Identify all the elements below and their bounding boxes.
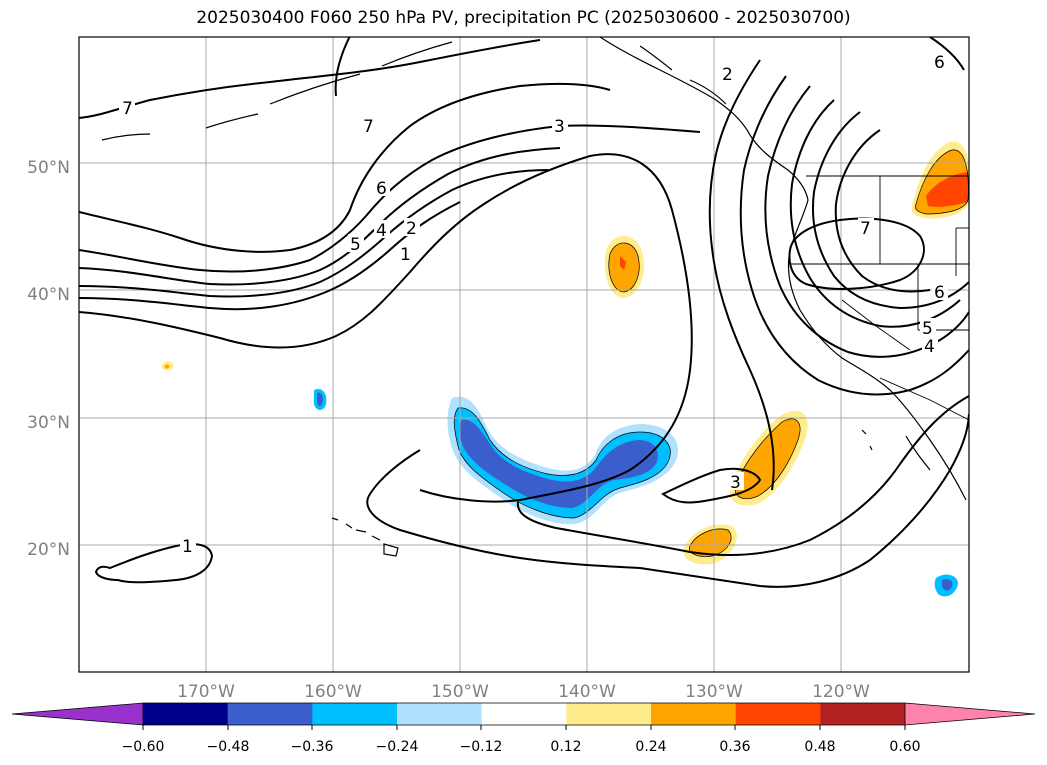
contour-label: 6 xyxy=(934,283,945,303)
lon-label-160w: 160°W xyxy=(304,682,362,702)
colorbar-extend-low xyxy=(12,703,143,725)
contour-label: 1 xyxy=(182,537,193,557)
colorbar-ticks xyxy=(142,725,906,730)
colorbar-tick-label: −0.12 xyxy=(460,739,503,755)
latitude-labels: 20°N 30°N 40°N 50°N xyxy=(27,158,70,560)
colorbar-tick-label: −0.48 xyxy=(207,739,250,755)
colorbar-tick-label: 0.36 xyxy=(719,739,750,755)
colorbar-tick-labels: −0.60 −0.48 −0.36 −0.24 −0.12 0.12 0.24 … xyxy=(122,739,921,755)
lon-label-130w: 130°W xyxy=(685,682,743,702)
colorbar-segment xyxy=(651,703,737,725)
lat-label-20n: 20°N xyxy=(27,540,70,560)
lon-label-120w: 120°W xyxy=(812,682,870,702)
colorbar-segment xyxy=(481,703,567,725)
lon-label-170w: 170°W xyxy=(177,682,235,702)
lat-label-50n: 50°N xyxy=(27,158,70,178)
contour-label: 3 xyxy=(554,117,565,137)
longitude-labels: 170°W 160°W 150°W 140°W 130°W 120°W xyxy=(177,682,870,702)
contour-label: 6 xyxy=(376,179,387,199)
contour-label: 1 xyxy=(400,245,411,265)
map-background xyxy=(79,37,969,672)
contour-label: 5 xyxy=(350,235,361,255)
colorbar-tick-label: 0.24 xyxy=(635,739,666,755)
precip-outlines xyxy=(453,149,969,557)
contour-label: 7 xyxy=(363,117,374,137)
colorbar-tick-label: −0.24 xyxy=(376,739,419,755)
contour-label: 7 xyxy=(860,219,871,239)
precip-negative-area xyxy=(314,388,958,597)
contour-label: 7 xyxy=(122,99,133,119)
colorbar-segment xyxy=(397,703,483,725)
contour-label: 6 xyxy=(934,53,945,73)
contour-label: 2 xyxy=(722,65,733,85)
lat-label-30n: 30°N xyxy=(27,413,70,433)
lon-label-150w: 150°W xyxy=(431,682,489,702)
colorbar-tick-label: −0.36 xyxy=(291,739,334,755)
colorbar-tick-label: −0.60 xyxy=(122,739,165,755)
contour-label: 2 xyxy=(406,219,417,239)
lon-label-140w: 140°W xyxy=(558,682,616,702)
contour-labels: 7 7 6 5 4 2 1 3 2 7 6 5 4 3 xyxy=(119,52,948,557)
gridlines xyxy=(79,37,969,672)
precip-positive-area xyxy=(161,141,969,565)
lat-label-40n: 40°N xyxy=(27,285,70,305)
contour-label: 4 xyxy=(376,221,387,241)
colorbar-segment xyxy=(566,703,652,725)
colorbar-extend-high xyxy=(905,703,1035,725)
colorbar-tick-label: 0.48 xyxy=(804,739,835,755)
contour-label: 4 xyxy=(924,337,935,357)
contour-label: 5 xyxy=(922,319,933,339)
colorbar-tick-label: 0.60 xyxy=(889,739,920,755)
colorbar-segment xyxy=(227,703,313,725)
colorbar-tick-label: 0.12 xyxy=(550,739,581,755)
colorbar: −0.60 −0.48 −0.36 −0.24 −0.12 0.12 0.24 … xyxy=(11,702,1036,755)
colorbar-segments xyxy=(12,703,1035,725)
map-title: 2025030400 F060 250 hPa PV, precipitatio… xyxy=(196,8,851,28)
contour-label: 3 xyxy=(730,473,741,493)
map-frame xyxy=(78,36,970,673)
colorbar-segment xyxy=(312,703,398,725)
colorbar-segment xyxy=(820,703,906,725)
coastlines xyxy=(101,37,967,557)
colorbar-segment xyxy=(735,703,821,725)
colorbar-segment xyxy=(143,703,229,725)
